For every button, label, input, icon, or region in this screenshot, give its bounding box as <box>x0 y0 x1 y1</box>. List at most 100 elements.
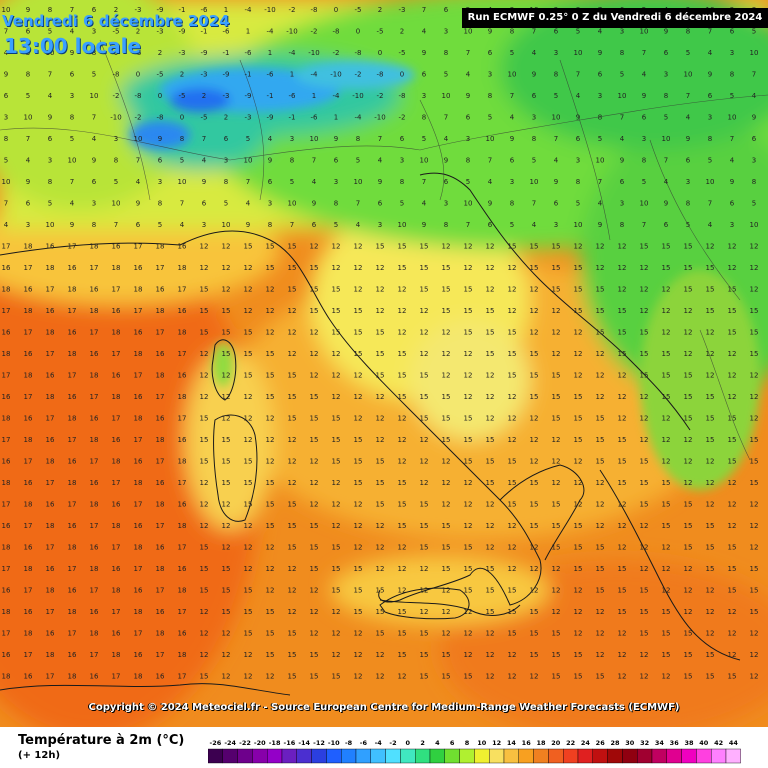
scale-label: -26 <box>210 739 222 747</box>
grid-value: 12 <box>442 243 451 251</box>
grid-value: 16 <box>112 307 121 315</box>
grid-value: 5 <box>246 135 250 143</box>
grid-value: 6 <box>136 221 141 229</box>
grid-value: 12 <box>640 286 649 294</box>
grid-value: 9 <box>26 6 30 14</box>
grid-value: 4 <box>246 200 251 208</box>
grid-value: -8 <box>355 49 362 57</box>
grid-value: 15 <box>398 393 407 401</box>
grid-value: 15 <box>640 372 649 380</box>
grid-value: 12 <box>244 264 253 272</box>
grid-value: 12 <box>640 565 649 573</box>
grid-value: 10 <box>574 221 583 229</box>
grid-value: 15 <box>530 264 539 272</box>
grid-value: 15 <box>332 587 341 595</box>
grid-value: 12 <box>200 608 209 616</box>
grid-value: 12 <box>574 479 583 487</box>
grid-value: 15 <box>398 608 407 616</box>
grid-value: -6 <box>201 6 209 14</box>
grid-value: 18 <box>156 436 165 444</box>
grid-value: 7 <box>26 135 30 143</box>
grid-value: 4 <box>730 157 735 165</box>
grid-value: 12 <box>618 372 627 380</box>
scale-swatch <box>725 748 742 764</box>
grid-value: 12 <box>200 350 209 358</box>
grid-value: 4 <box>444 135 449 143</box>
grid-value: 9 <box>26 178 30 186</box>
grid-value: 18 <box>68 479 77 487</box>
grid-value: 12 <box>684 608 693 616</box>
grid-value: 15 <box>706 264 715 272</box>
grid-value: -10 <box>264 6 275 14</box>
grid-value: 6 <box>202 200 207 208</box>
grid-value: 12 <box>420 329 429 337</box>
grid-value: 12 <box>508 565 517 573</box>
grid-value: 15 <box>684 673 693 681</box>
grid-value: 5 <box>224 200 228 208</box>
scale-label: 28 <box>610 739 620 747</box>
grid-value: 12 <box>398 565 407 573</box>
scale-swatch <box>518 748 534 764</box>
grid-value: 18 <box>68 350 77 358</box>
grid-value: 12 <box>464 350 473 358</box>
grid-value: 15 <box>574 673 583 681</box>
grid-value: 12 <box>662 307 671 315</box>
grid-value: 15 <box>376 458 385 466</box>
grid-value: -4 <box>289 49 297 57</box>
grid-value: 15 <box>574 264 583 272</box>
grid-value: 18 <box>134 608 143 616</box>
grid-value: 15 <box>684 264 693 272</box>
grid-value: 9 <box>334 135 338 143</box>
grid-value: -5 <box>135 49 142 57</box>
grid-value: 16 <box>178 243 187 251</box>
grid-value: 12 <box>442 608 451 616</box>
grid-value: -3 <box>245 114 252 122</box>
grid-value: -8 <box>113 71 120 79</box>
grid-value: 15 <box>244 458 253 466</box>
grid-value: 2 <box>224 114 228 122</box>
grid-value: 15 <box>706 544 715 552</box>
grid-value: -5 <box>179 92 186 100</box>
grid-value: 17 <box>2 307 11 315</box>
grid-value: 15 <box>530 243 539 251</box>
grid-value: 15 <box>288 673 297 681</box>
grid-value: 15 <box>376 372 385 380</box>
grid-value: 17 <box>90 329 99 337</box>
grid-value: 16 <box>2 264 11 272</box>
grid-value: 3 <box>466 135 470 143</box>
grid-value: 6 <box>158 157 163 165</box>
grid-value: 12 <box>310 587 319 595</box>
grid-value: 12 <box>596 264 605 272</box>
grid-value: 6 <box>334 157 339 165</box>
grid-value: 12 <box>486 673 495 681</box>
grid-value: 15 <box>442 544 451 552</box>
grid-value: 6 <box>4 92 9 100</box>
grid-value: 15 <box>706 436 715 444</box>
grid-value: 15 <box>420 651 429 659</box>
grid-value: 18 <box>46 651 55 659</box>
grid-value: 3 <box>400 157 404 165</box>
grid-value: 12 <box>464 243 473 251</box>
grid-value: 16 <box>46 243 55 251</box>
grid-value: 17 <box>134 243 143 251</box>
grid-value: 15 <box>486 458 495 466</box>
grid-value: 15 <box>222 436 231 444</box>
grid-value: 3 <box>422 92 426 100</box>
grid-value: 7 <box>180 200 184 208</box>
grid-value: 12 <box>530 565 539 573</box>
grid-value: 16 <box>2 651 11 659</box>
grid-value: 4 <box>664 178 669 186</box>
grid-value: 12 <box>464 651 473 659</box>
grid-value: 10 <box>2 178 11 186</box>
grid-value: 15 <box>442 436 451 444</box>
grid-value: 15 <box>200 458 209 466</box>
grid-value: 12 <box>618 286 627 294</box>
grid-value: 1 <box>312 92 316 100</box>
grid-value: 9 <box>136 200 140 208</box>
grid-value: 15 <box>310 651 319 659</box>
grid-value: 17 <box>134 501 143 509</box>
grid-value: 12 <box>200 501 209 509</box>
grid-value: 12 <box>618 415 627 423</box>
grid-value: 12 <box>288 436 297 444</box>
grid-value: 15 <box>640 501 649 509</box>
